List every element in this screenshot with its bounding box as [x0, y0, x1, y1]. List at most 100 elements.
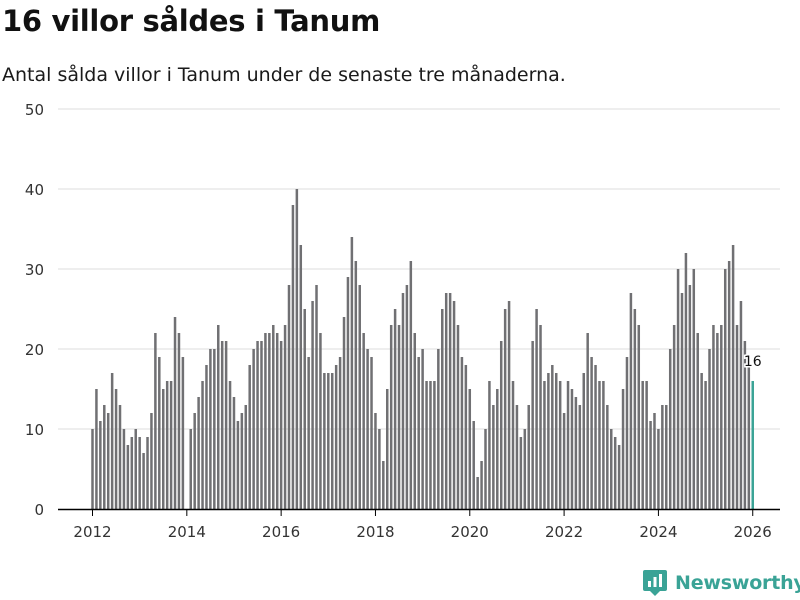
bar: [668, 349, 672, 509]
bar: [484, 429, 487, 509]
bar: [720, 325, 723, 509]
bar: [150, 413, 153, 509]
bar: [692, 269, 696, 509]
bar: [476, 477, 479, 509]
bar: [515, 405, 519, 509]
bar: [444, 293, 448, 509]
bar: [197, 397, 200, 509]
bar: [158, 357, 161, 509]
y-tick-label: 40: [25, 181, 44, 199]
bar: [409, 261, 413, 509]
bar: [547, 373, 550, 509]
bar: [323, 373, 326, 509]
bar: [637, 325, 641, 509]
bar: [456, 325, 460, 509]
bar: [142, 453, 145, 509]
bar: [279, 341, 283, 509]
x-tick-label: 2020: [451, 523, 489, 541]
bar: [684, 253, 688, 509]
bar: [307, 357, 310, 509]
bar: [535, 309, 538, 509]
bar: [91, 429, 94, 509]
bar: [617, 445, 621, 509]
bar: [472, 421, 475, 509]
bar: [558, 381, 562, 509]
bar: [240, 413, 244, 509]
bar: [272, 325, 275, 509]
bar: [236, 421, 240, 509]
bar: [378, 429, 381, 509]
bar: [397, 325, 401, 509]
bar: [468, 389, 472, 509]
highlight-bar: [751, 381, 754, 509]
bar: [731, 245, 735, 509]
bar: [539, 325, 542, 509]
bar: [232, 397, 236, 509]
bar: [676, 269, 680, 509]
annotations: 16: [742, 353, 763, 372]
bar: [570, 389, 574, 509]
newsworthy-logo-text: Newsworthy: [675, 572, 800, 594]
bar: [122, 429, 126, 509]
bar: [366, 349, 369, 509]
bar: [283, 325, 287, 509]
bar: [327, 373, 330, 509]
bar: [213, 349, 216, 509]
bar: [330, 373, 334, 509]
bar: [727, 261, 731, 509]
bar: [511, 381, 515, 509]
bar: [342, 317, 346, 509]
bar: [224, 341, 228, 509]
bar: [499, 341, 503, 509]
bar: [103, 405, 106, 509]
bar: [193, 413, 196, 509]
bar: [169, 381, 173, 509]
bar: [645, 381, 648, 509]
bar: [401, 293, 405, 509]
bar: [370, 357, 373, 509]
bar: [382, 461, 385, 509]
bar: [747, 365, 751, 509]
bar: [739, 301, 743, 509]
bar: [743, 341, 747, 509]
x-tick-label: 2012: [73, 523, 111, 541]
bar: [244, 405, 248, 509]
bar: [350, 237, 354, 509]
y-axis-ticks: 0 10 20 30 40 50: [25, 101, 44, 519]
bar: [118, 405, 122, 509]
x-tick-label: 2026: [734, 523, 772, 541]
bar: [425, 381, 428, 509]
bar: [531, 341, 534, 509]
bar: [716, 333, 719, 509]
bar: [551, 365, 554, 509]
bar: [554, 373, 558, 509]
chart-title: 16 villor såldes i Tanum: [2, 4, 381, 38]
bar: [374, 413, 377, 509]
x-tick-label: 2022: [545, 523, 583, 541]
bar: [217, 325, 220, 509]
bar: [437, 349, 440, 509]
bar: [602, 381, 605, 509]
bar: [464, 365, 468, 509]
bar: [181, 357, 185, 509]
bar: [649, 421, 652, 509]
bar: [95, 389, 98, 509]
bar: [228, 381, 232, 509]
bar: [594, 365, 597, 509]
bar: [700, 373, 703, 509]
bar: [114, 389, 118, 509]
bar: [334, 365, 338, 509]
bar: [338, 357, 342, 509]
bars: [91, 189, 754, 509]
bar: [138, 437, 141, 509]
bar: [633, 309, 637, 509]
bar: [429, 381, 432, 509]
bar: [201, 381, 204, 509]
bar: [134, 429, 137, 509]
chart-subtitle: Antal sålda villor i Tanum under de sena…: [2, 64, 566, 86]
bar: [503, 309, 507, 509]
bar: [492, 405, 495, 509]
bar: [358, 285, 361, 509]
bar: [488, 381, 491, 509]
